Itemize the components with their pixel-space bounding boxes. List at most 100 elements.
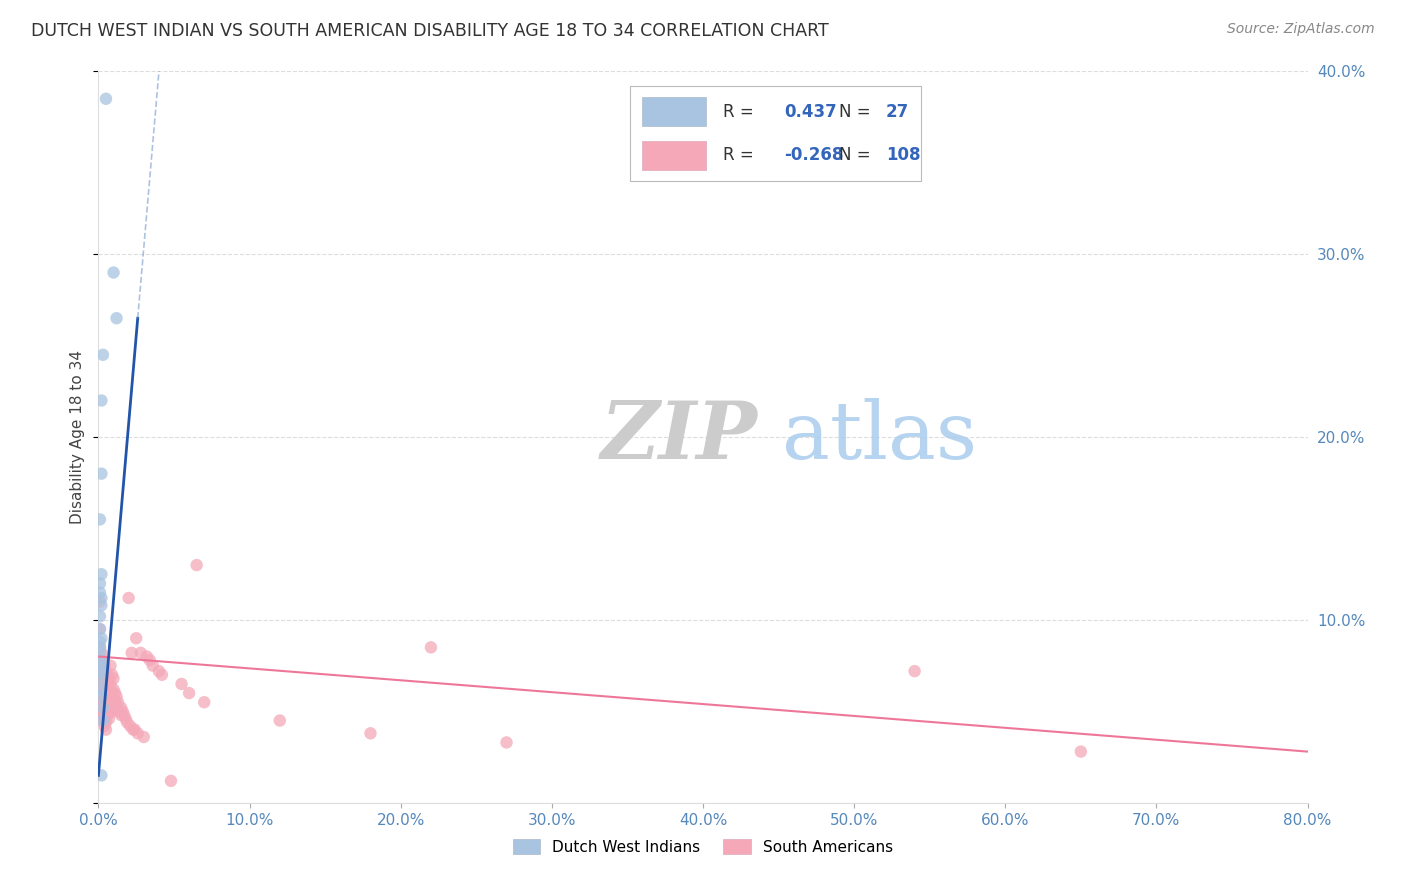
Point [110, 708, 132, 723]
Point [91, 679, 114, 693]
Point [100, 695, 122, 709]
Y-axis label: Disability Age 18 to 34: Disability Age 18 to 34 [70, 350, 86, 524]
Point [94, 672, 117, 686]
Point [96, 708, 118, 723]
Point [91, 672, 114, 686]
Point [90, 567, 112, 582]
Text: ZIP: ZIP [600, 399, 756, 475]
Point [100, 705, 122, 719]
Point [179, 686, 201, 700]
Point [90, 632, 112, 646]
Point [91, 714, 114, 728]
Text: atlas: atlas [782, 398, 977, 476]
Legend: Dutch West Indians, South Americans: Dutch West Indians, South Americans [506, 833, 900, 861]
Point [360, 726, 382, 740]
Point [90, 672, 112, 686]
Point [89, 585, 111, 599]
Point [114, 712, 136, 726]
Point [100, 658, 122, 673]
Point [90, 646, 112, 660]
Point [96, 667, 118, 681]
Point [107, 695, 129, 709]
Point [91, 348, 114, 362]
Point [90, 695, 112, 709]
Point [90, 667, 112, 681]
Point [90, 705, 112, 719]
Point [91, 708, 114, 723]
Point [98, 697, 121, 711]
Point [101, 695, 124, 709]
Point [91, 714, 114, 728]
Point [125, 632, 148, 646]
Point [100, 677, 122, 691]
Point [90, 658, 112, 673]
Point [101, 686, 124, 700]
Point [98, 712, 121, 726]
Point [94, 723, 117, 737]
Point [90, 700, 112, 714]
Point [90, 690, 112, 704]
Point [150, 667, 173, 681]
Point [135, 649, 157, 664]
Point [186, 558, 208, 573]
Point [90, 690, 112, 704]
Point [91, 700, 114, 714]
Point [142, 658, 165, 673]
Point [98, 690, 121, 704]
Point [495, 735, 517, 749]
Point [105, 700, 128, 714]
Point [111, 705, 134, 719]
Point [103, 695, 125, 709]
Point [121, 646, 143, 660]
Point [93, 695, 115, 709]
Point [127, 726, 149, 740]
Point [170, 677, 193, 691]
Point [94, 686, 117, 700]
Point [93, 708, 115, 723]
Point [94, 664, 117, 678]
Point [89, 622, 111, 636]
Point [132, 730, 155, 744]
Text: Source: ZipAtlas.com: Source: ZipAtlas.com [1227, 22, 1375, 37]
Point [103, 672, 125, 686]
Point [90, 591, 112, 605]
Point [90, 467, 112, 481]
Point [90, 664, 112, 678]
Point [94, 708, 117, 723]
Point [91, 686, 114, 700]
Point [103, 682, 125, 697]
Point [90, 768, 112, 782]
Point [160, 773, 183, 788]
Point [148, 664, 170, 678]
Point [90, 682, 112, 697]
Point [89, 686, 111, 700]
Point [89, 622, 111, 636]
Point [104, 686, 127, 700]
Point [89, 646, 111, 660]
Point [269, 714, 291, 728]
Point [105, 311, 128, 326]
Point [90, 599, 112, 613]
Point [90, 658, 112, 673]
Point [90, 393, 112, 408]
Point [89, 576, 111, 591]
Point [93, 700, 115, 714]
Point [118, 591, 141, 605]
Point [110, 700, 132, 714]
Point [112, 708, 135, 723]
Point [91, 664, 114, 678]
Point [90, 653, 112, 667]
Point [94, 693, 117, 707]
Point [91, 691, 114, 706]
Point [120, 719, 142, 733]
Point [93, 677, 115, 691]
Point [91, 705, 114, 719]
Point [129, 646, 152, 660]
Point [93, 658, 115, 673]
Point [98, 682, 121, 697]
Point [89, 695, 111, 709]
Point [93, 714, 115, 728]
Point [115, 715, 138, 730]
Point [124, 723, 146, 737]
Point [91, 653, 114, 667]
